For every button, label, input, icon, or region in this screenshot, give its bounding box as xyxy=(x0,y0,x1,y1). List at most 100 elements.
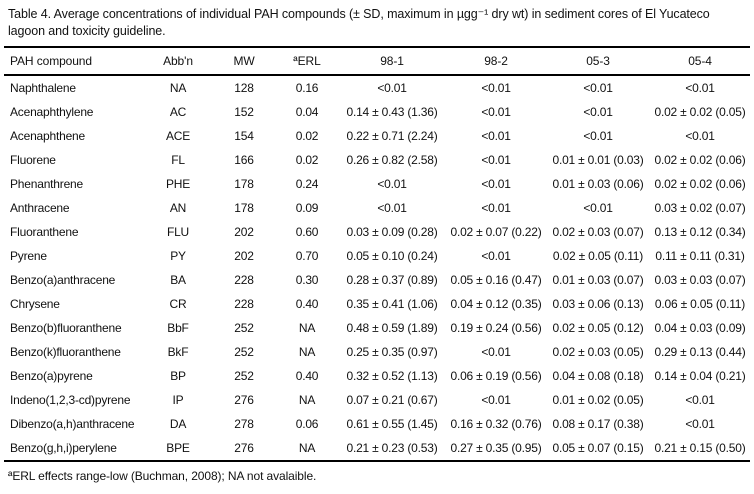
cell-core-05-3: 0.02 ± 0.03 (0.07) xyxy=(552,224,644,239)
cell-erl: 0.70 xyxy=(295,248,319,263)
cell-abbn: NA xyxy=(169,80,187,95)
cell-core-05-3: 0.05 ± 0.07 (0.15) xyxy=(552,440,644,455)
cell-core-05-3: 0.03 ± 0.06 (0.13) xyxy=(552,296,644,311)
cell-core-98-2: <0.01 xyxy=(481,344,511,359)
cell-compound: Anthracene xyxy=(10,200,70,215)
cell-abbn: CR xyxy=(169,296,187,311)
cell-core-05-4: <0.01 xyxy=(685,80,715,95)
table-row: Indeno(1,2,3-cd)pyrene IP 276 NA 0.07 ± … xyxy=(4,388,750,412)
cell-compound: Dibenzo(a,h)anthracene xyxy=(10,416,135,431)
cell-mw: 252 xyxy=(234,320,254,335)
cell-compound: Indeno(1,2,3-cd)pyrene xyxy=(10,392,131,407)
cell-erl: NA xyxy=(298,440,316,455)
cell-mw: 178 xyxy=(234,176,254,191)
cell-mw: 128 xyxy=(234,80,254,95)
cell-core-05-4: 0.13 ± 0.12 (0.34) xyxy=(654,224,746,239)
cell-abbn: FLU xyxy=(166,224,190,239)
pah-concentrations-table: PAH compound Abb'n MW ªERL 98-1 98-2 05-… xyxy=(4,45,750,462)
cell-core-98-1: 0.48 ± 0.59 (1.89) xyxy=(346,320,438,335)
header-row: PAH compound Abb'n MW ªERL 98-1 98-2 05-… xyxy=(4,47,750,75)
table-row: Fluorene FL 166 0.02 0.26 ± 0.82 (2.58) … xyxy=(4,148,750,172)
cell-mw: 278 xyxy=(234,416,254,431)
cell-core-05-4: 0.02 ± 0.02 (0.05) xyxy=(654,104,746,119)
cell-erl: 0.04 xyxy=(295,104,319,119)
cell-compound: Pyrene xyxy=(10,248,47,263)
cell-core-05-4: <0.01 xyxy=(685,128,715,143)
cell-core-05-3: <0.01 xyxy=(583,104,613,119)
cell-mw: 276 xyxy=(234,440,254,455)
cell-core-98-1: 0.21 ± 0.23 (0.53) xyxy=(346,440,438,455)
cell-core-05-4: 0.04 ± 0.03 (0.09) xyxy=(654,320,746,335)
cell-abbn: AC xyxy=(169,104,187,119)
cell-core-98-2: <0.01 xyxy=(481,152,511,167)
table-row: Benzo(a)anthracene BA 228 0.30 0.28 ± 0.… xyxy=(4,268,750,292)
cell-core-98-2: 0.16 ± 0.32 (0.76) xyxy=(450,416,542,431)
cell-abbn: BPE xyxy=(166,440,190,455)
table-row: Benzo(a)pyrene BP 252 0.40 0.32 ± 0.52 (… xyxy=(4,364,750,388)
cell-abbn: AN xyxy=(169,200,187,215)
cell-core-05-4: <0.01 xyxy=(685,416,715,431)
cell-compound: Benzo(b)fluoranthene xyxy=(10,320,122,335)
cell-compound: Benzo(a)anthracene xyxy=(10,272,116,287)
cell-core-05-3: <0.01 xyxy=(583,200,613,215)
table-row: Benzo(k)fluoranthene BkF 252 NA 0.25 ± 0… xyxy=(4,340,750,364)
cell-core-05-3: 0.01 ± 0.02 (0.05) xyxy=(552,392,644,407)
cell-core-05-3: 0.01 ± 0.03 (0.07) xyxy=(552,272,644,287)
cell-core-05-3: 0.01 ± 0.01 (0.03) xyxy=(552,152,644,167)
table-row: Acenaphthene ACE 154 0.02 0.22 ± 0.71 (2… xyxy=(4,124,750,148)
cell-core-05-4: 0.21 ± 0.15 (0.50) xyxy=(654,440,746,455)
table-footnote: ªERL effects range-low (Buchman, 2008); … xyxy=(8,468,317,483)
cell-core-05-4: 0.03 ± 0.03 (0.07) xyxy=(654,272,746,287)
cell-mw: 252 xyxy=(234,344,254,359)
cell-core-05-3: 0.08 ± 0.17 (0.38) xyxy=(552,416,644,431)
cell-compound: Benzo(a)pyrene xyxy=(10,368,93,383)
cell-erl: 0.60 xyxy=(295,224,319,239)
cell-mw: 152 xyxy=(234,104,254,119)
cell-mw: 178 xyxy=(234,200,254,215)
table-row: Acenaphthylene AC 152 0.04 0.14 ± 0.43 (… xyxy=(4,100,750,124)
cell-core-05-4: 0.29 ± 0.13 (0.44) xyxy=(654,344,746,359)
cell-core-98-1: <0.01 xyxy=(377,200,407,215)
cell-core-98-1: <0.01 xyxy=(377,80,407,95)
table-row: Dibenzo(a,h)anthracene DA 278 0.06 0.61 … xyxy=(4,412,750,436)
cell-core-98-1: 0.28 ± 0.37 (0.89) xyxy=(346,272,438,287)
cell-compound: Naphthalene xyxy=(10,80,76,95)
cell-erl: 0.16 xyxy=(295,80,319,95)
cell-core-98-2: 0.06 ± 0.19 (0.56) xyxy=(450,368,542,383)
cell-core-98-2: <0.01 xyxy=(481,200,511,215)
cell-abbn: IP xyxy=(172,392,184,407)
column-header-abbn: Abb'n xyxy=(163,53,193,68)
cell-mw: 166 xyxy=(234,152,254,167)
column-header-core-98-2: 98-2 xyxy=(484,53,508,68)
cell-core-98-1: 0.32 ± 0.52 (1.13) xyxy=(346,368,438,383)
cell-core-05-3: 0.02 ± 0.05 (0.12) xyxy=(552,320,644,335)
cell-core-98-1: 0.05 ± 0.10 (0.24) xyxy=(346,248,438,263)
column-header-erl: ªERL xyxy=(293,53,321,68)
cell-compound: Benzo(g,h,i)perylene xyxy=(10,440,117,455)
cell-abbn: PY xyxy=(170,248,186,263)
cell-core-05-3: 0.02 ± 0.05 (0.11) xyxy=(552,248,644,263)
cell-abbn: BP xyxy=(170,368,186,383)
cell-erl: 0.40 xyxy=(295,368,319,383)
cell-core-05-4: 0.11 ± 0.11 (0.31) xyxy=(655,248,745,263)
cell-erl: 0.09 xyxy=(295,200,319,215)
cell-core-98-2: 0.27 ± 0.35 (0.95) xyxy=(450,440,542,455)
cell-core-98-1: 0.22 ± 0.71 (2.24) xyxy=(346,128,438,143)
column-header-core-05-4: 05-4 xyxy=(688,53,712,68)
cell-abbn: PHE xyxy=(165,176,191,191)
table-body: Naphthalene NA 128 0.16 <0.01 <0.01 <0.0… xyxy=(4,75,750,461)
table-row: Fluoranthene FLU 202 0.60 0.03 ± 0.09 (0… xyxy=(4,220,750,244)
cell-erl: 0.30 xyxy=(295,272,319,287)
cell-core-05-3: 0.04 ± 0.08 (0.18) xyxy=(552,368,644,383)
cell-core-05-3: <0.01 xyxy=(583,128,613,143)
cell-core-05-4: 0.02 ± 0.02 (0.06) xyxy=(654,152,746,167)
table-row: Pyrene PY 202 0.70 0.05 ± 0.10 (0.24) <0… xyxy=(4,244,750,268)
cell-erl: 0.02 xyxy=(295,152,319,167)
cell-abbn: BA xyxy=(170,272,186,287)
cell-mw: 228 xyxy=(234,272,254,287)
cell-erl: NA xyxy=(298,392,316,407)
cell-core-98-2: <0.01 xyxy=(481,248,511,263)
cell-compound: Fluoranthene xyxy=(10,224,79,239)
cell-core-05-3: <0.01 xyxy=(583,80,613,95)
